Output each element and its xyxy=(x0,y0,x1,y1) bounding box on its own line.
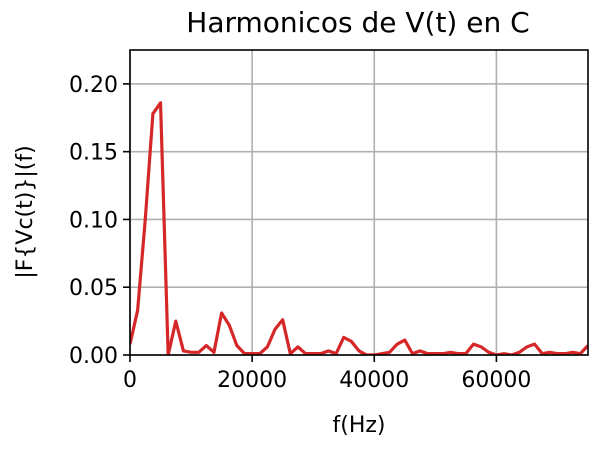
x-tick-label: 20000 xyxy=(217,368,287,393)
y-tick-label: 0.15 xyxy=(69,141,118,166)
series-layer xyxy=(130,101,588,355)
series-line xyxy=(130,101,588,355)
chart-title: Harmonicos de V(t) en C xyxy=(186,6,529,39)
y-tick-label: 0.20 xyxy=(69,73,118,98)
x-axis-label: f(Hz) xyxy=(332,413,385,438)
y-tick-label: 0.00 xyxy=(69,344,118,369)
y-axis-label: |F{Vc(t)}|(f) xyxy=(13,145,38,278)
x-tick-label: 40000 xyxy=(339,368,409,393)
x-tick-label: 60000 xyxy=(461,368,531,393)
x-tick-label: 0 xyxy=(123,368,137,393)
y-tick-label: 0.10 xyxy=(69,208,118,233)
plot-frame xyxy=(129,49,589,356)
y-tick-label: 0.05 xyxy=(69,276,118,301)
ticks: 0 20000 40000 60000 0.00 0.05 0.10 0.15 0.20 xyxy=(69,73,531,393)
grid xyxy=(129,50,588,356)
